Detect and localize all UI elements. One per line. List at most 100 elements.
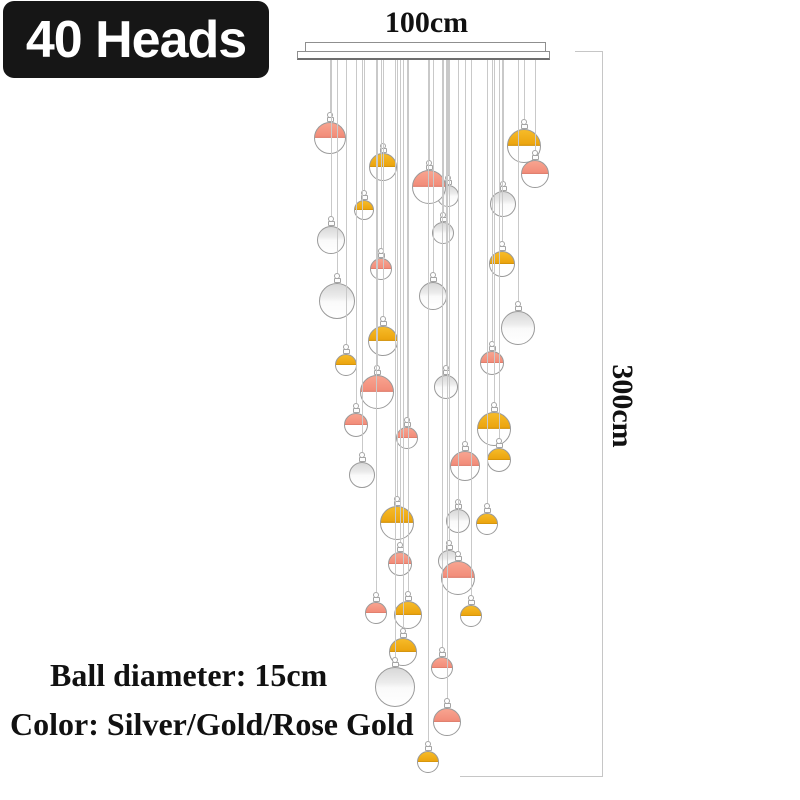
- pendant-ball-rose: [480, 351, 504, 375]
- pendant-ball-gold: [335, 354, 357, 376]
- height-dimension-line: [602, 51, 603, 776]
- heads-count-label: 40 Heads: [25, 10, 247, 69]
- hanging-wire: [407, 60, 408, 417]
- pendant-ball-gold: [368, 326, 398, 356]
- ball-cap: [391, 662, 399, 667]
- ball-cap: [454, 556, 462, 561]
- ball-cap: [467, 600, 475, 605]
- pendant-ball-gold: [417, 751, 439, 773]
- pendant-ball-gold: [489, 251, 515, 277]
- pendant-ball-gold: [460, 605, 482, 627]
- ball-cap: [372, 597, 380, 602]
- hanging-wire: [443, 60, 444, 212]
- ball-cap: [461, 446, 469, 451]
- hanging-wire: [428, 60, 429, 741]
- ball-cap: [379, 321, 387, 326]
- hanging-wire: [442, 60, 443, 647]
- ball-cap: [438, 652, 446, 657]
- ball-cap: [425, 165, 433, 170]
- hanging-wire: [448, 60, 449, 175]
- pendant-ball-gold: [477, 412, 511, 446]
- hanging-wire: [503, 60, 504, 181]
- ball-cap: [373, 370, 381, 375]
- pendant-ball-rose: [314, 122, 346, 154]
- pendant-ball-gold: [354, 200, 374, 220]
- pendant-ball-silver: [317, 226, 345, 254]
- ball-cap: [531, 155, 539, 160]
- ball-cap: [377, 253, 385, 258]
- pendant-ball-rose: [360, 375, 394, 409]
- hanging-wire: [381, 60, 382, 248]
- hanging-wire: [408, 60, 409, 591]
- hanging-wire: [362, 60, 363, 452]
- hanging-wire: [458, 60, 459, 551]
- hanging-wire: [346, 60, 347, 344]
- pendant-ball-rose: [396, 427, 418, 449]
- hanging-wire: [471, 60, 472, 595]
- ball-cap: [499, 186, 507, 191]
- ball-cap: [445, 545, 453, 550]
- hanging-wire: [524, 60, 525, 119]
- hanging-wire: [364, 60, 365, 190]
- hanging-wire: [492, 60, 493, 341]
- ball-diameter-spec: Ball diameter: 15cm: [50, 657, 328, 693]
- hanging-wire: [433, 60, 434, 272]
- hanging-wire: [465, 60, 466, 441]
- hanging-wire: [502, 60, 503, 241]
- ball-cap: [424, 746, 432, 751]
- pendant-ball-gold: [394, 601, 422, 629]
- ball-cap: [404, 596, 412, 601]
- ball-cap: [333, 278, 341, 283]
- height-dimension-bottom-tick: [460, 776, 603, 777]
- pendant-ball-silver: [349, 462, 375, 488]
- hanging-wire: [397, 60, 398, 496]
- pendant-ball-rose: [450, 451, 480, 481]
- ball-cap: [495, 443, 503, 448]
- ball-cap: [514, 306, 522, 311]
- pendant-ball-silver: [319, 283, 355, 319]
- pendant-ball-rose: [370, 258, 392, 280]
- ball-cap: [490, 407, 498, 412]
- pendant-ball-silver: [375, 667, 415, 707]
- hanging-wire: [487, 60, 488, 503]
- width-dimension-label: 100cm: [384, 6, 469, 39]
- ball-cap: [360, 195, 368, 200]
- ball-cap: [327, 221, 335, 226]
- pendant-ball-rose: [521, 160, 549, 188]
- pendant-ball-silver: [434, 375, 458, 399]
- pendant-ball-rose: [365, 602, 387, 624]
- color-spec: Color: Silver/Gold/Rose Gold: [10, 706, 414, 742]
- hanging-wire: [337, 60, 338, 273]
- hanging-wire: [356, 60, 357, 403]
- ball-cap: [342, 349, 350, 354]
- ball-cap: [429, 277, 437, 282]
- heads-count-badge: 40 Heads: [3, 1, 269, 78]
- ball-cap: [403, 422, 411, 427]
- pendant-ball-silver: [501, 311, 535, 345]
- pendant-ball-rose: [344, 413, 368, 437]
- hanging-wire: [403, 60, 404, 628]
- hanging-wire: [518, 60, 519, 301]
- hanging-wire: [535, 60, 536, 150]
- pendant-ball-rose: [433, 708, 461, 736]
- height-dimension-top-tick: [575, 51, 603, 52]
- ball-cap: [399, 633, 407, 638]
- hanging-wire: [331, 60, 332, 216]
- ball-cap: [520, 124, 528, 129]
- ball-cap: [483, 508, 491, 513]
- ball-cap: [358, 457, 366, 462]
- hanging-wire: [499, 60, 500, 438]
- hanging-wire: [446, 60, 447, 365]
- hanging-wire: [383, 60, 384, 316]
- pendant-ball-rose: [412, 170, 446, 204]
- ball-cap: [443, 703, 451, 708]
- pendant-ball-gold: [476, 513, 498, 535]
- hanging-wire: [395, 60, 396, 657]
- hanging-wire: [377, 60, 378, 365]
- pendant-ball-gold: [487, 448, 511, 472]
- ceiling-plate: [297, 51, 550, 60]
- ceiling-plate-top: [305, 42, 546, 51]
- ball-cap: [352, 408, 360, 413]
- ball-cap: [488, 346, 496, 351]
